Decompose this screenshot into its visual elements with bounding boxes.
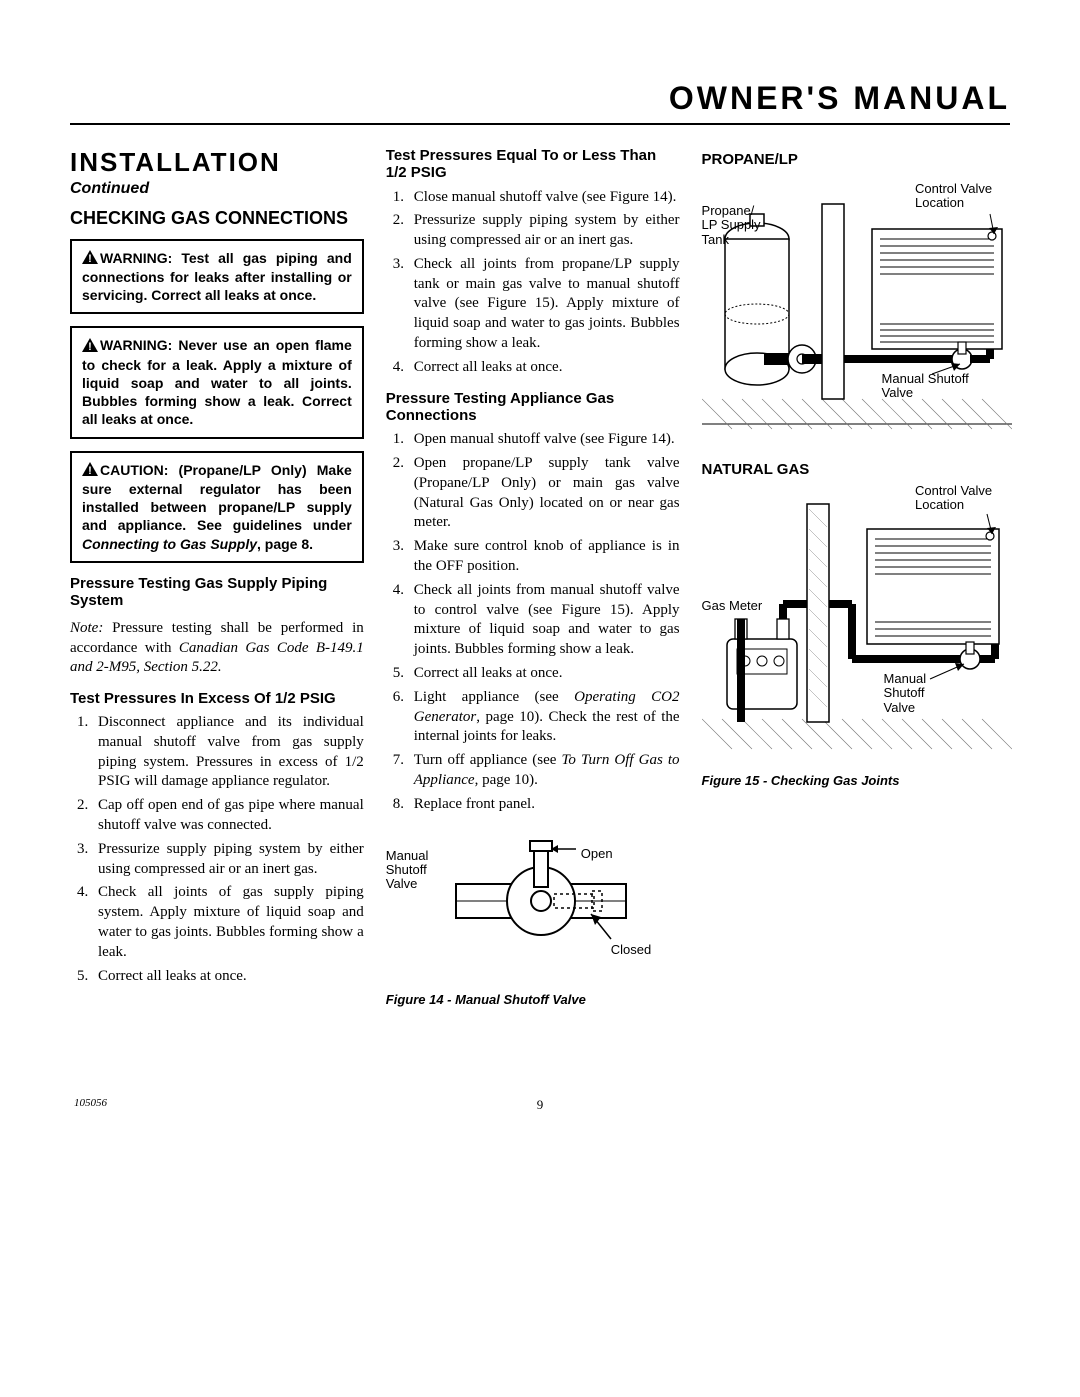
list-item: Correct all leaks at once.: [408, 664, 680, 684]
subheading-equal-less: Test Pressures Equal To or Less Than 1/2…: [386, 147, 680, 182]
list-item: Replace front panel.: [408, 795, 680, 815]
label-shutoff: Manual Shutoff Valve: [882, 372, 972, 401]
natural-gas-diagram: [702, 484, 1012, 754]
list-item: Correct all leaks at once.: [408, 358, 680, 378]
list-equal-less: Close manual shutoff valve (see Figure 1…: [386, 188, 680, 378]
heading-natural: NATURAL GAS: [702, 461, 1010, 478]
label-open: Open: [581, 846, 613, 861]
list-item: Turn off appliance (see To Turn Off Gas …: [408, 751, 680, 791]
svg-text:!: !: [88, 253, 92, 264]
list-item: Check all joints from propane/LP supply …: [408, 255, 680, 354]
list-excess: Disconnect appliance and its individual …: [70, 713, 364, 986]
subheading-excess: Test Pressures In Excess Of 1/2 PSIG: [70, 690, 364, 707]
warning-icon: !: [82, 250, 98, 268]
warning-text-1: WARNING: Test all gas piping and connect…: [82, 250, 352, 304]
label-control-valve-ng: Control Valve Location: [915, 484, 1010, 513]
note-pressure: Note: Pressure testing shall be performe…: [70, 619, 364, 678]
list-item: Close manual shutoff valve (see Figure 1…: [408, 188, 680, 208]
list-item: Cap off open end of gas pipe where manua…: [92, 796, 364, 836]
note-prefix: Note:: [70, 620, 103, 636]
continued-label: Continued: [70, 180, 364, 198]
list-item: Light appliance (see Operating CO2 Gener…: [408, 688, 680, 747]
list-appliance: Open manual shutoff valve (see Figure 14…: [386, 430, 680, 814]
footer-code: 105056: [74, 1097, 107, 1109]
heading-propane: PROPANE/LP: [702, 151, 1010, 168]
page: OWNER'S MANUAL INSTALLATION Continued CH…: [0, 0, 1080, 1149]
warning-icon: !: [82, 462, 98, 480]
list-item: Check all joints from manual shutoff val…: [408, 581, 680, 660]
page-number: 9: [537, 1097, 544, 1113]
list-item: Make sure control knob of appliance is i…: [408, 537, 680, 577]
list-item: Check all joints of gas supply piping sy…: [92, 883, 364, 962]
heading-checking: CHECKING GAS CONNECTIONS: [70, 208, 364, 229]
list-item: Disconnect appliance and its individual …: [92, 713, 364, 792]
label-propane-tank: Propane/ LP Supply Tank: [702, 204, 772, 247]
label-manual-shutoff: Manual Shutoff Valve: [386, 849, 441, 892]
label-shutoff-ng: Manual Shutoff Valve: [884, 672, 944, 715]
column-right: PROPANE/LP: [702, 147, 1010, 1007]
column-middle: Test Pressures Equal To or Less Than 1/2…: [386, 147, 680, 1007]
list-item: Pressurize supply piping system by eithe…: [92, 840, 364, 880]
section-heading: INSTALLATION: [70, 147, 364, 178]
caution-suffix: , page 8.: [257, 536, 313, 552]
svg-text:!: !: [88, 341, 92, 352]
list-item: Open propane/LP supply tank valve (Propa…: [408, 454, 680, 533]
warning-text-2: WARNING: Never use an open flame to chec…: [82, 337, 352, 427]
figure-14-caption: Figure 14 - Manual Shutoff Valve: [386, 992, 680, 1007]
page-footer: 105056 9: [70, 1097, 1010, 1109]
caution-box: ! CAUTION: (Propane/LP Only) Make sure e…: [70, 451, 364, 563]
svg-text:!: !: [88, 465, 92, 476]
label-gas-meter: Gas Meter: [702, 599, 772, 613]
document-title: OWNER'S MANUAL: [70, 80, 1010, 125]
label-closed: Closed: [611, 942, 651, 957]
content-columns: INSTALLATION Continued CHECKING GAS CONN…: [70, 147, 1010, 1007]
figure-15-caption: Figure 15 - Checking Gas Joints: [702, 773, 1010, 788]
warning-box-1: ! WARNING: Test all gas piping and conne…: [70, 239, 364, 315]
warning-icon: !: [82, 338, 98, 356]
list-item: Pressurize supply piping system by eithe…: [408, 211, 680, 251]
subheading-pressure-supply: Pressure Testing Gas Supply Piping Syste…: [70, 575, 364, 610]
figure-natural: Gas Meter Control Valve Location Manual …: [702, 484, 1010, 759]
figure-propane: Propane/ LP Supply Tank Control Valve Lo…: [702, 174, 1010, 439]
caution-prefix: CAUTION: (Propane/LP Only) Make sure ext…: [82, 462, 352, 534]
column-left: INSTALLATION Continued CHECKING GAS CONN…: [70, 147, 364, 1007]
figure-14: Manual Shutoff Valve Open Closed Figure …: [386, 829, 680, 1007]
warning-box-2: ! WARNING: Never use an open flame to ch…: [70, 326, 364, 438]
caution-italic: Connecting to Gas Supply: [82, 536, 257, 552]
list-item: Correct all leaks at once.: [92, 967, 364, 987]
label-control-valve: Control Valve Location: [915, 182, 1010, 211]
list-item: Open manual shutoff valve (see Figure 14…: [408, 430, 680, 450]
subheading-pressure-appliance: Pressure Testing Appliance Gas Connectio…: [386, 390, 680, 425]
